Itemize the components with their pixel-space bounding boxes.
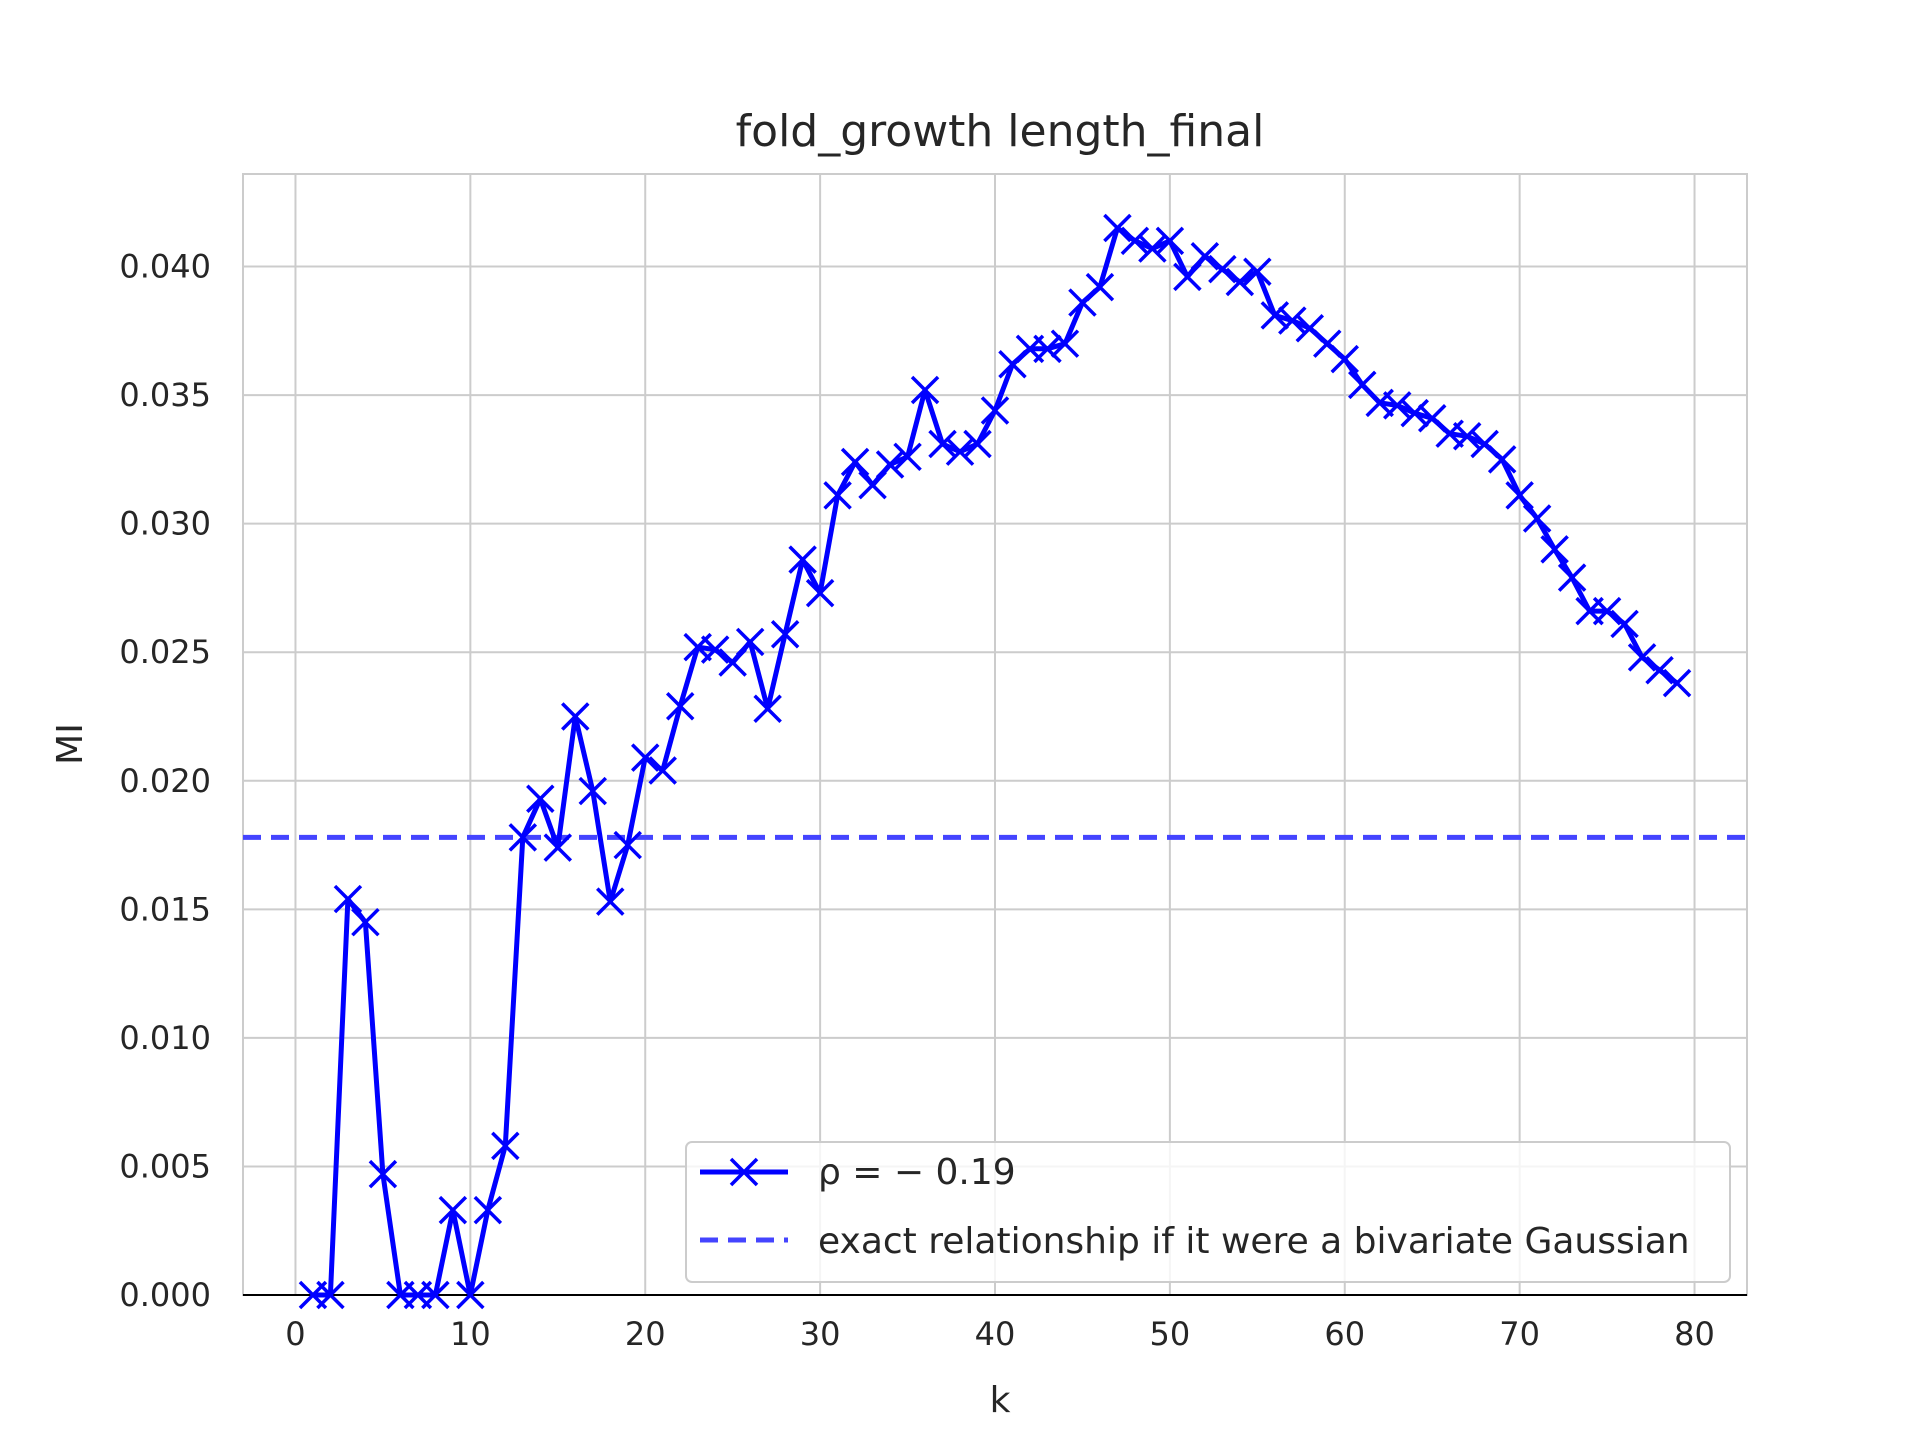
legend-box bbox=[685, 1141, 1731, 1283]
x-tick-label: 70 bbox=[1499, 1315, 1540, 1353]
chart-title: fold_growth length_final bbox=[736, 106, 1265, 157]
data-point-marker bbox=[840, 447, 870, 477]
x-tick-label: 10 bbox=[450, 1315, 491, 1353]
y-tick-label: 0.010 bbox=[119, 1019, 211, 1057]
data-point-marker bbox=[1382, 391, 1412, 420]
data-point-marker bbox=[1260, 301, 1290, 330]
data-point-marker bbox=[1190, 242, 1220, 271]
x-tick-label: 30 bbox=[800, 1315, 841, 1353]
data-point-marker bbox=[928, 429, 957, 459]
data-point-marker bbox=[718, 648, 747, 677]
data-point-marker bbox=[1243, 257, 1272, 286]
x-tick-label: 20 bbox=[625, 1315, 666, 1353]
y-tick-label: 0.040 bbox=[119, 248, 211, 286]
data-point-marker bbox=[1540, 535, 1569, 564]
data-point-marker bbox=[980, 396, 1010, 425]
data-point-marker bbox=[1522, 504, 1552, 533]
data-point-marker bbox=[543, 833, 573, 862]
data-point-marker bbox=[1557, 563, 1587, 592]
x-tick-label: 80 bbox=[1674, 1315, 1715, 1353]
x-axis-label: k bbox=[990, 1380, 1011, 1421]
data-point-marker bbox=[735, 627, 765, 657]
data-point-marker bbox=[630, 743, 660, 772]
data-point-marker bbox=[753, 694, 782, 724]
data-point-marker bbox=[491, 1131, 520, 1161]
x-tick-label: 0 bbox=[285, 1315, 305, 1353]
data-point-marker bbox=[316, 1280, 345, 1310]
data-point-marker bbox=[1330, 344, 1360, 374]
data-point-marker bbox=[1662, 668, 1692, 698]
y-tick-label: 0.035 bbox=[119, 376, 211, 414]
y-tick-label: 0.005 bbox=[119, 1147, 211, 1185]
data-point-marker bbox=[368, 1159, 398, 1189]
data-point-marker bbox=[1505, 481, 1534, 510]
data-point-marker bbox=[770, 619, 800, 649]
data-point-marker bbox=[421, 1280, 450, 1310]
data-point-marker bbox=[1085, 272, 1115, 302]
data-point-marker bbox=[1452, 422, 1482, 451]
data-point-marker bbox=[648, 756, 677, 785]
axes: 0 10 20 30 40 50 60 70 80 0.000 0.005 0.010 0.015 0.0… bbox=[119, 248, 1747, 1353]
data-point-marker bbox=[1278, 306, 1307, 335]
data-point-marker bbox=[963, 429, 992, 459]
data-point-marker bbox=[1033, 334, 1062, 364]
data-point-marker bbox=[1050, 329, 1080, 358]
y-tick-label: 0.030 bbox=[119, 505, 211, 543]
data-point-marker bbox=[665, 691, 695, 721]
data-point-marker bbox=[1487, 445, 1517, 474]
y-axis-label: MI bbox=[50, 723, 91, 765]
data-point-marker bbox=[893, 442, 922, 472]
x-tick-label: 60 bbox=[1324, 1315, 1365, 1353]
data-point-marker bbox=[1208, 254, 1237, 284]
data-point-marker bbox=[910, 375, 940, 405]
data-point-marker bbox=[508, 823, 538, 852]
legend-label-gaussian: exact relationship if it were a bivariat… bbox=[818, 1221, 1690, 1262]
data-point-marker bbox=[1173, 262, 1202, 292]
data-point-marker bbox=[456, 1280, 485, 1310]
data-layer bbox=[243, 213, 1747, 1310]
x-tick-label: 40 bbox=[975, 1315, 1016, 1353]
legend-marker bbox=[729, 1157, 759, 1187]
data-point-marker bbox=[1592, 596, 1622, 626]
data-point-marker bbox=[561, 702, 590, 731]
data-point-marker bbox=[1225, 267, 1255, 297]
data-point-marker bbox=[596, 887, 625, 916]
data-point-marker bbox=[333, 884, 363, 914]
data-point-marker bbox=[1645, 655, 1674, 685]
data-point-marker bbox=[823, 481, 852, 510]
data-point-marker bbox=[1400, 398, 1429, 428]
legend-swatch-solid-line bbox=[700, 1157, 788, 1187]
y-tick-label: 0.015 bbox=[119, 890, 211, 928]
legend-label-rho: ρ = − 0.19 bbox=[818, 1152, 1016, 1193]
x-tick-label: 50 bbox=[1150, 1315, 1191, 1353]
data-point-marker bbox=[351, 907, 380, 937]
grid bbox=[242, 173, 1748, 1296]
y-tick-label: 0.000 bbox=[119, 1276, 211, 1314]
data-point-marker bbox=[788, 545, 817, 574]
data-point-marker bbox=[438, 1195, 468, 1225]
data-point-marker bbox=[613, 830, 642, 860]
y-tick-label: 0.020 bbox=[119, 762, 211, 800]
data-point-marker bbox=[858, 470, 887, 500]
data-point-marker bbox=[875, 450, 905, 479]
data-point-marker bbox=[805, 578, 835, 608]
data-point-marker bbox=[1610, 609, 1639, 639]
data-point-marker bbox=[526, 784, 555, 814]
data-point-marker bbox=[473, 1195, 503, 1225]
data-point-marker bbox=[1627, 643, 1657, 672]
legend: ρ = − 0.19 exact relationship if it were… bbox=[685, 1141, 1731, 1283]
data-point-marker bbox=[700, 635, 730, 664]
data-point-marker bbox=[578, 776, 608, 806]
data-point-marker bbox=[1103, 213, 1132, 243]
data-point-marker bbox=[1138, 234, 1167, 263]
data-point-marker bbox=[945, 437, 975, 466]
y-tick-label: 0.025 bbox=[119, 633, 211, 671]
data-point-marker bbox=[1120, 226, 1150, 256]
data-point-marker bbox=[1155, 226, 1185, 256]
